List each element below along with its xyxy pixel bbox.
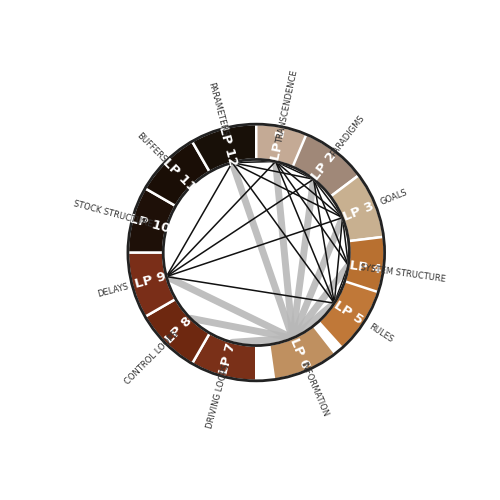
Text: TRANSCENDENCE: TRANSCENDENCE xyxy=(275,70,299,145)
Text: SYSTEM STRUCTURE: SYSTEM STRUCTURE xyxy=(360,262,446,283)
Text: LP 11: LP 11 xyxy=(160,156,198,194)
Text: LP 6: LP 6 xyxy=(287,336,312,371)
Text: STOCK STRUCTURE: STOCK STRUCTURE xyxy=(72,199,154,229)
Text: LP 10: LP 10 xyxy=(128,212,172,236)
Text: RULES: RULES xyxy=(367,322,394,344)
Wedge shape xyxy=(250,124,314,170)
Wedge shape xyxy=(145,299,210,364)
Wedge shape xyxy=(330,176,384,241)
Wedge shape xyxy=(192,333,256,381)
Wedge shape xyxy=(145,142,210,206)
Text: PARADIGMS: PARADIGMS xyxy=(329,113,366,158)
Text: INFORMATION: INFORMATION xyxy=(298,360,330,418)
Text: LP 5: LP 5 xyxy=(332,298,366,326)
Wedge shape xyxy=(192,124,256,172)
Text: LP 8: LP 8 xyxy=(162,314,194,346)
Text: LP 9: LP 9 xyxy=(133,270,167,291)
Wedge shape xyxy=(318,282,378,348)
Text: LP 2: LP 2 xyxy=(309,150,339,182)
Wedge shape xyxy=(128,252,176,316)
Text: LP 12: LP 12 xyxy=(216,125,240,168)
Text: DRIVING LOOPS: DRIVING LOOPS xyxy=(205,362,231,429)
Wedge shape xyxy=(269,326,336,380)
Text: LP 4: LP 4 xyxy=(348,259,382,276)
Text: DELAYS: DELAYS xyxy=(96,282,130,300)
Text: LP 3: LP 3 xyxy=(341,200,376,224)
Text: CONTROL LOOPS: CONTROL LOOPS xyxy=(123,329,180,386)
Text: GOALS: GOALS xyxy=(379,188,409,206)
Wedge shape xyxy=(292,134,358,196)
Text: LP 1: LP 1 xyxy=(270,128,289,162)
Wedge shape xyxy=(128,188,176,252)
Text: BUFFERS: BUFFERS xyxy=(134,131,168,164)
Wedge shape xyxy=(342,237,384,302)
Text: LP 7: LP 7 xyxy=(218,342,238,376)
Text: PARAMETERS: PARAMETERS xyxy=(206,81,230,137)
